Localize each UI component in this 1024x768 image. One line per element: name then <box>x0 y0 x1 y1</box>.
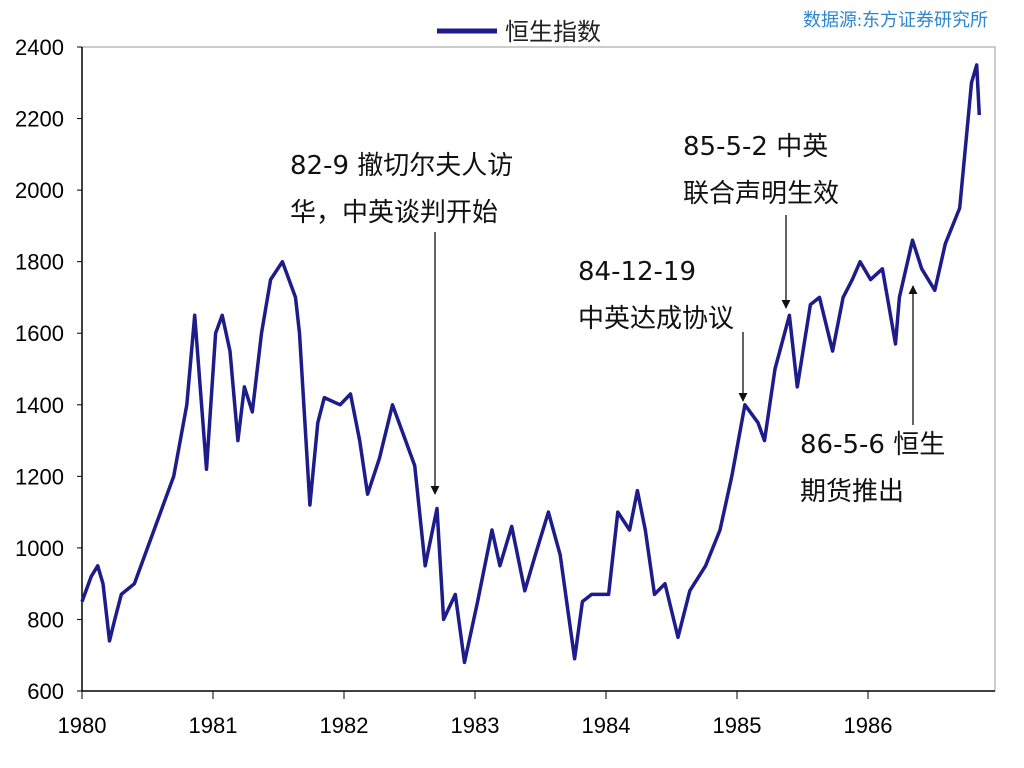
x-tick-label: 1986 <box>844 713 893 738</box>
x-tick-label: 1980 <box>58 713 107 738</box>
y-tick-label: 1800 <box>15 250 64 275</box>
y-tick-label: 800 <box>27 607 64 632</box>
y-tick-label: 2000 <box>15 178 64 203</box>
annotation: 84-12-19 <box>578 257 696 287</box>
series-line <box>80 63 982 665</box>
x-tick-label: 1983 <box>451 713 500 738</box>
x-tick-label: 1981 <box>189 713 238 738</box>
annotation: 82-9 撤切尔夫人访 <box>290 151 513 181</box>
annotation: 华，中英谈判开始 <box>290 198 498 228</box>
source: 数据源:东方证券研究所 <box>803 10 988 30</box>
annotation: 86-5-6 恒生 <box>800 430 945 460</box>
y-tick-label: 1600 <box>15 321 64 346</box>
y-tick-label: 600 <box>27 679 64 704</box>
annotation: 85-5-2 中英 <box>683 132 828 162</box>
x-tick-label: 1982 <box>320 713 369 738</box>
annotation: 中英达成协议 <box>578 304 734 334</box>
x-tick-label: 1985 <box>713 713 762 738</box>
annotation: 期货推出 <box>800 477 904 507</box>
y-tick-label: 1400 <box>15 393 64 418</box>
y-tick-label: 1000 <box>15 536 64 561</box>
x-tick-label: 1984 <box>582 713 631 738</box>
y-tick-label: 1200 <box>15 464 64 489</box>
y-tick-label: 2400 <box>15 35 64 60</box>
annotation: 联合声明生效 <box>683 179 839 209</box>
legend-label: 恒生指数 <box>505 18 601 46</box>
y-tick-label: 2200 <box>15 107 64 132</box>
plot-frame <box>81 46 996 692</box>
